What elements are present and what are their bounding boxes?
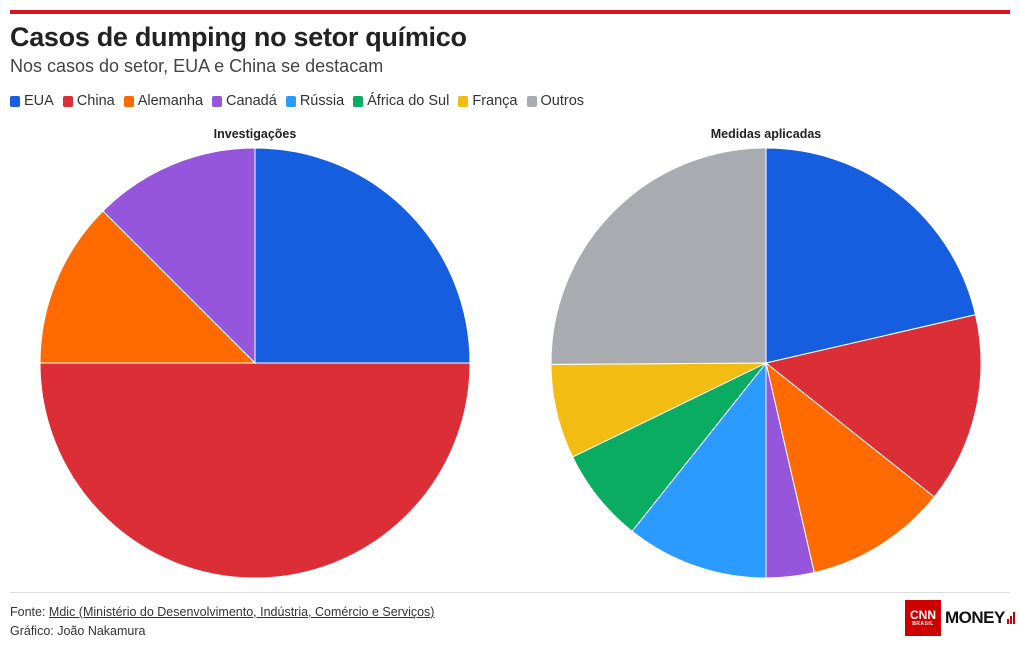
chart-title: Casos de dumping no setor químico <box>10 22 467 52</box>
top-accent-bar <box>10 10 1010 14</box>
legend-swatch <box>10 95 20 107</box>
footer: Fonte: Mdic (Ministério do Desenvolvimen… <box>10 603 434 641</box>
cnn-logo-subtext: BRASIL <box>912 620 934 627</box>
legend-swatch <box>458 95 469 107</box>
pie-slice-russia[interactable] <box>631 361 767 579</box>
bars-icon <box>1006 612 1015 624</box>
pie-slice-china[interactable] <box>764 314 982 498</box>
legend: EUA China Alemanha Canadá Rússia África … <box>10 93 584 109</box>
legend-item-africa-do-sul[interactable]: África do Sul <box>353 93 449 109</box>
legend-label: França <box>472 93 518 109</box>
legend-item-eua[interactable]: EUA <box>10 93 54 109</box>
pie-slice-china[interactable] <box>39 362 471 579</box>
legend-swatch <box>526 95 537 107</box>
legend-swatch <box>353 95 364 107</box>
legend-swatch <box>212 95 223 107</box>
legend-swatch <box>123 95 134 107</box>
pie-slice-eua[interactable] <box>765 147 977 364</box>
legend-label: Alemanha <box>137 93 204 109</box>
pie-slice-outros[interactable] <box>550 147 767 365</box>
chart-subtitle: Nos casos do setor, EUA e China se desta… <box>10 56 384 76</box>
pie-slice-eua[interactable] <box>254 147 471 364</box>
legend-label: China <box>76 93 115 109</box>
pie-title-investigacoes: Investigações <box>213 127 297 141</box>
credit-line: Gráfico: João Nakamura <box>10 624 146 638</box>
cnn-money-logo: CNN BRASIL MONEY <box>905 600 1015 636</box>
money-logo-text: MONEY <box>945 608 1005 627</box>
cnn-logo-box: CNN BRASIL <box>905 600 941 636</box>
legend-item-outros[interactable]: Outros <box>526 93 585 109</box>
pie-title-medidas-aplicadas: Medidas aplicadas <box>710 127 822 141</box>
legend-item-alemanha[interactable]: Alemanha <box>123 93 204 109</box>
legend-item-franca[interactable]: França <box>458 93 518 109</box>
pie-slice-alemanha[interactable] <box>765 361 935 574</box>
legend-item-russia[interactable]: Rússia <box>285 93 345 109</box>
pie-investigacoes <box>39 147 471 579</box>
pie-medidas-aplicadas <box>550 147 982 579</box>
legend-label: EUA <box>24 93 54 109</box>
legend-swatch <box>285 95 296 107</box>
pie-slice-alemanha[interactable] <box>39 210 257 364</box>
legend-label: Rússia <box>299 93 345 109</box>
legend-label: Canadá <box>226 93 277 109</box>
source-line: Fonte: Mdic (Ministério do Desenvolvimen… <box>10 603 434 622</box>
legend-item-china[interactable]: China <box>62 93 115 109</box>
pie-slice-canada[interactable] <box>102 147 256 365</box>
source-link[interactable]: Mdic (Ministério do Desenvolvimento, Ind… <box>48 605 435 619</box>
legend-label: Outros <box>540 93 585 109</box>
cnn-logo-text: CNN <box>910 607 936 622</box>
source-prefix: Fonte: <box>10 605 49 619</box>
footer-divider <box>10 592 1010 593</box>
legend-item-canada[interactable]: Canadá <box>212 93 277 109</box>
legend-swatch <box>62 95 73 107</box>
legend-label: África do Sul <box>367 93 450 109</box>
